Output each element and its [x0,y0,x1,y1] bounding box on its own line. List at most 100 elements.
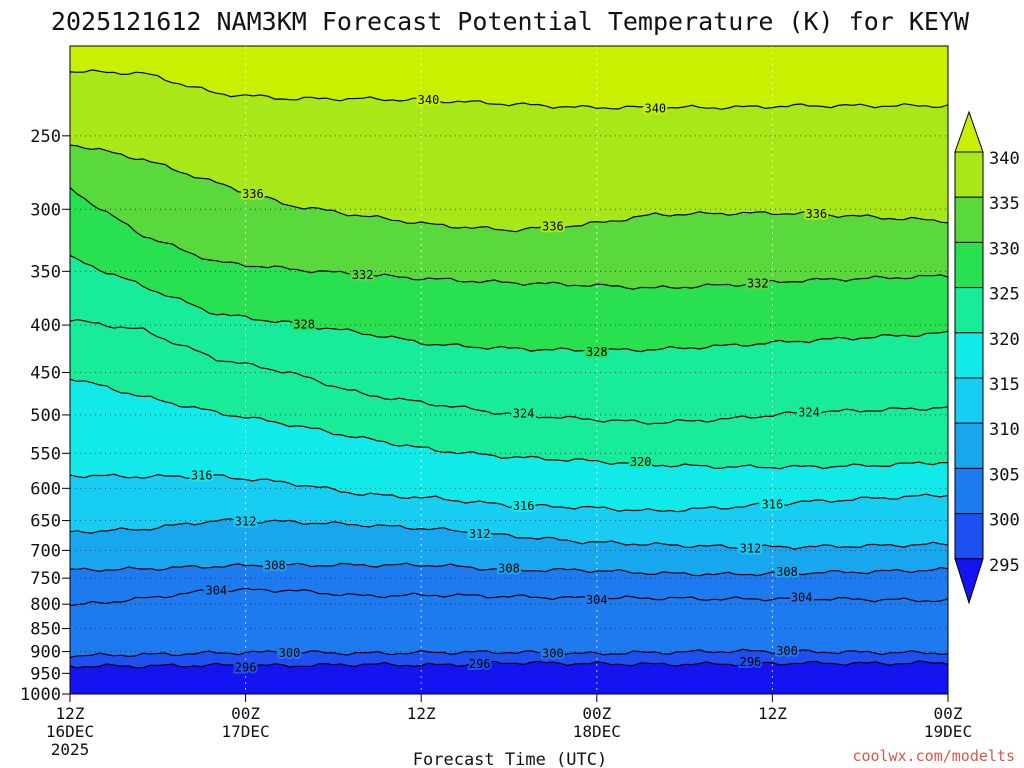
colorbar-bottom-arrow [954,558,984,605]
contour-label: 336 [542,220,564,234]
contour-label: 328 [586,345,608,359]
y-tick-label: 550 [30,444,61,464]
contour-label: 312 [740,541,762,555]
y-tick-label: 500 [30,406,61,426]
isentrope-320 [70,378,948,470]
contour-label: 320 [630,455,652,469]
contour-label: 316 [762,497,784,511]
x-tick-label: 00Z [582,704,611,723]
contour-label: 336 [805,207,827,221]
isentrope-312 [70,518,948,550]
colorbar-segment [954,513,984,560]
contour-label: 332 [352,268,374,282]
colorbar-label: 335 [989,194,1020,214]
y-tick-label: 400 [30,316,61,336]
contour-label: 296 [469,657,491,671]
isentrope-296 [70,660,948,669]
colorbar-top-arrow [954,110,984,153]
colorbar-label: 300 [989,511,1020,531]
isentrope-332 [70,187,948,290]
y-tick-label: 900 [30,643,61,663]
y-tick-label: 350 [30,262,61,282]
isentrope-328 [70,254,948,353]
colorbar-segment [954,241,984,289]
colorbar-segment [954,196,984,243]
y-tick-label: 250 [30,127,61,147]
x-tick-label: 2025 [51,740,90,759]
contour-label: 300 [776,644,798,658]
isentrope-304 [70,587,948,607]
colorbar-segment [954,287,984,334]
colorbar: 340 335 330 325 320 315 310 305 300 295 [954,110,1020,605]
y-tick-label: 850 [30,620,61,640]
contour-label: 312 [235,514,257,528]
y-tick-label: 450 [30,364,61,384]
colorbar-label: 330 [989,239,1020,259]
x-tick-label: 00Z [934,704,963,723]
filled-contours [70,46,948,694]
contour-label: 308 [498,562,520,576]
contour-label: 328 [293,317,315,331]
isentrope-324 [70,318,948,425]
chart-title: 2025121612 NAM3KM Forecast Potential Tem… [51,7,970,36]
contour-label: 304 [791,591,813,605]
isentrope-lines [70,69,948,669]
x-tick-label: 19DEC [924,722,972,741]
contour-label: 316 [191,469,213,483]
colorbar-segment [954,467,984,515]
y-tick-label: 750 [30,569,61,589]
plot-area: 340 340 336 336 336 332 332 328 328 324 324 320 316 3… [70,46,948,694]
contour-label: 336 [242,187,264,201]
isentrope-336 [70,144,948,233]
colorbar-label: 305 [989,465,1020,485]
x-tick-label: 16DEC [46,722,94,741]
isentrope-316 [70,473,948,513]
contour-label: 304 [205,584,227,598]
contour-label: 340 [644,102,666,116]
grid-lines [70,46,948,694]
isentrope-308 [70,562,948,577]
contour-label: 332 [747,276,769,290]
y-tick-label: 950 [30,664,61,684]
x-tick-label: 17DEC [222,722,270,741]
colorbar-segment [954,377,984,424]
contour-labels: 340 340 336 336 336 332 332 328 328 324 324 320 316 3… [189,91,829,677]
y-tick-label: 700 [30,541,61,561]
isentrope-300 [70,648,948,659]
colorbar-label: 320 [989,330,1020,350]
x-tick-label: 00Z [231,704,260,723]
contour-label: 308 [264,559,286,573]
contour-label: 324 [798,406,820,420]
contour-label: 308 [776,565,798,579]
contour-label: 316 [513,499,535,513]
x-tick-label: 12Z [758,704,787,723]
colorbar-segment [954,332,984,379]
y-tick-label: 800 [30,595,61,615]
x-tick-label: 18DEC [573,722,621,741]
contour-label: 300 [279,646,301,660]
contour-label: 312 [469,527,491,541]
colorbar-label: 310 [989,420,1020,440]
x-axis-label: Forecast Time (UTC) [413,750,607,768]
colorbar-label: 340 [989,149,1020,169]
colorbar-segment [954,422,984,469]
contour-label: 300 [542,647,564,661]
y-tick-label: 300 [30,200,61,220]
plot-frame [69,45,949,695]
x-tick-label: 12Z [56,704,85,723]
colorbar-segment [954,151,984,198]
y-axis: 250 300 350 400 450 500 550 600 650 700 750 800 850 9… [20,127,70,705]
x-tick-label: 12Z [407,704,436,723]
contour-label: 304 [586,593,608,607]
y-tick-label: 1000 [20,685,61,705]
y-tick-label: 650 [30,512,61,532]
contour-label: 296 [235,661,257,675]
contour-label: 296 [740,655,762,669]
colorbar-label: 315 [989,375,1020,395]
isentrope-340 [70,69,948,110]
colorbar-label: 295 [989,556,1020,576]
colorbar-label: 325 [989,285,1020,305]
watermark: coolwx.com/modelts [852,747,1015,765]
